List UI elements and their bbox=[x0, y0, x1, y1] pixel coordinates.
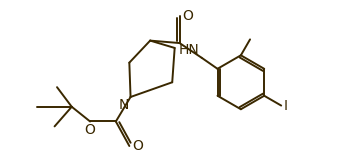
Text: I: I bbox=[283, 99, 287, 113]
Text: HN: HN bbox=[179, 43, 200, 57]
Text: O: O bbox=[132, 139, 143, 153]
Text: N: N bbox=[119, 98, 129, 112]
Text: O: O bbox=[182, 9, 193, 23]
Text: O: O bbox=[85, 123, 95, 137]
